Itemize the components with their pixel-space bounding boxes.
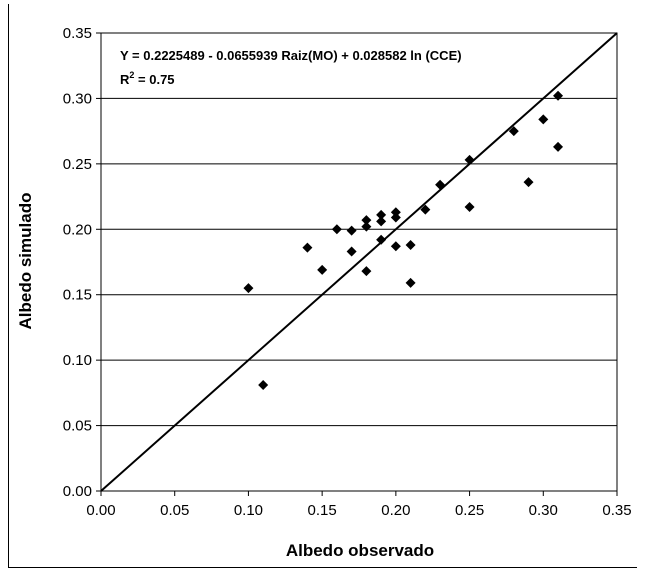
x-tick-label: 0.05 [160, 502, 189, 519]
y-tick-label: 0.20 [63, 221, 92, 238]
data-point-diamond [553, 141, 564, 152]
data-point-diamond [553, 90, 564, 101]
data-point-diamond [390, 212, 401, 223]
data-point-diamond [390, 241, 401, 252]
regression-equation: Y = 0.2225489 - 0.0655939 Raiz(MO) + 0.0… [120, 48, 462, 63]
data-point-diamond [390, 207, 401, 218]
data-point-diamond [420, 204, 431, 215]
y-tick-label: 0.25 [63, 156, 92, 173]
data-point-diamond [346, 246, 357, 257]
r-squared-prefix: R [120, 72, 130, 87]
data-point-diamond [464, 202, 475, 213]
y-tick-label: 0.05 [63, 418, 92, 435]
x-tick-label: 0.20 [381, 502, 410, 519]
data-point-diamond [405, 277, 416, 288]
data-point-diamond [258, 380, 269, 391]
x-tick-label: 0.00 [86, 502, 115, 519]
x-axis-ticks: 0.00 0.05 0.10 0.15 0.20 0.25 0.30 0.35 [86, 491, 632, 519]
x-tick-label: 0.30 [529, 502, 558, 519]
x-tick-label: 0.25 [455, 502, 484, 519]
data-point-diamond [346, 225, 357, 236]
r-squared-label: R2 = 0.75 [120, 70, 175, 87]
y-tick-label: 0.30 [63, 90, 92, 107]
y-axis-title: Albedo simulado [16, 193, 35, 330]
data-point-diamond [361, 266, 372, 277]
y-axis-ticks: 0.00 0.05 0.10 0.15 0.20 0.25 0.30 0.35 [63, 25, 101, 500]
y-tick-label: 0.35 [63, 25, 92, 42]
data-point-diamond [376, 209, 387, 220]
y-tick-label: 0.10 [63, 352, 92, 369]
r-squared-exponent: 2 [129, 70, 134, 80]
data-point-diamond [435, 179, 446, 190]
data-point-diamond [361, 215, 372, 226]
data-point-diamond [302, 242, 313, 253]
data-point-diamond [464, 154, 475, 165]
data-point-diamond [317, 264, 328, 275]
plot-area [100, 32, 618, 492]
chart-frame [8, 4, 637, 568]
gridlines [101, 97, 617, 427]
data-points [243, 90, 564, 391]
x-tick-label: 0.35 [602, 502, 631, 519]
data-point-diamond [361, 221, 372, 232]
data-point-diamond [538, 114, 549, 125]
y-tick-label: 0.15 [63, 287, 92, 304]
data-point-diamond [508, 126, 519, 137]
x-tick-label: 0.15 [308, 502, 337, 519]
r-squared-value: = 0.75 [134, 72, 174, 87]
x-axis-title: Albedo observado [286, 541, 434, 560]
data-point-diamond [243, 283, 254, 294]
one-to-one-line [100, 32, 618, 492]
data-point-diamond [405, 239, 416, 250]
x-tick-label: 0.10 [234, 502, 263, 519]
y-tick-label: 0.00 [63, 483, 92, 500]
data-point-diamond [376, 234, 387, 245]
data-point-diamond [376, 216, 387, 227]
data-point-diamond [331, 224, 342, 235]
data-point-diamond [523, 177, 534, 188]
